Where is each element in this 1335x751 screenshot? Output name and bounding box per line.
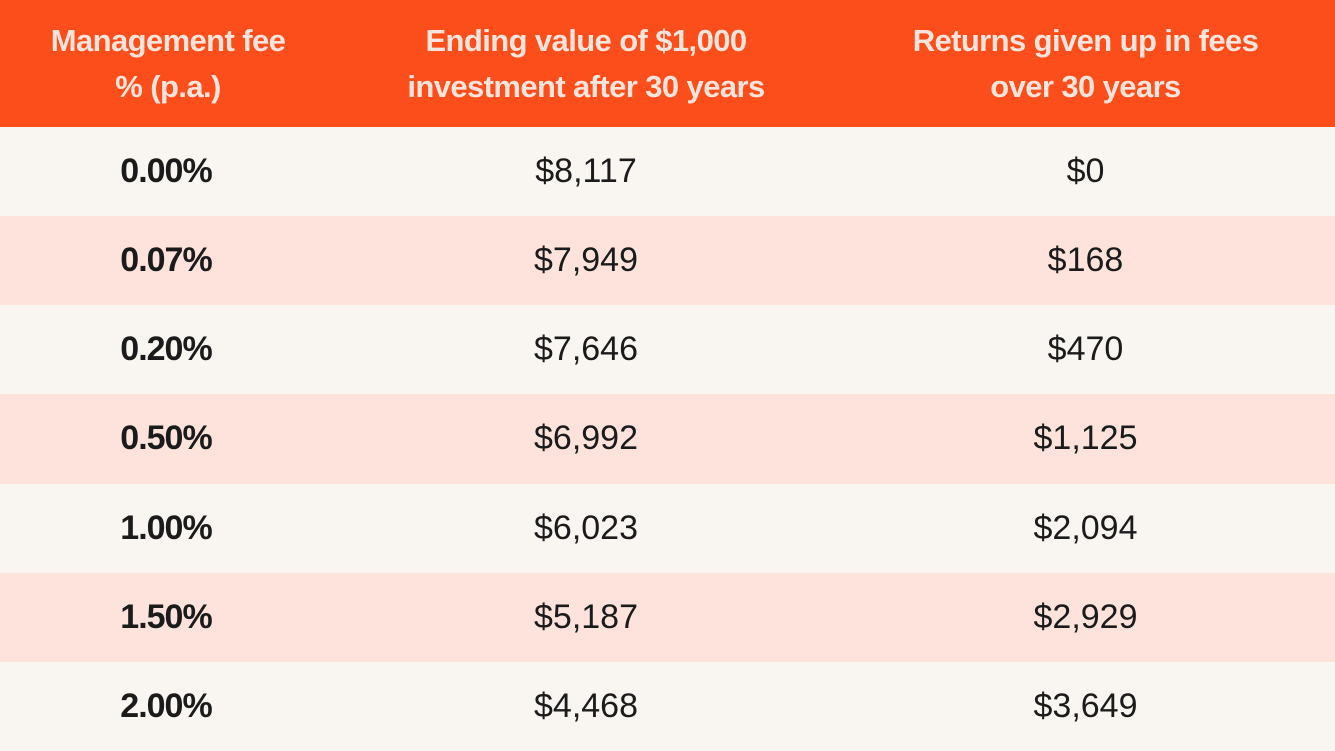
cell-ending-value-value: $7,646 [534,330,638,369]
header-line: over 30 years [990,68,1181,104]
cell-ending-value-value: $5,187 [534,597,638,636]
header-line: Ending value of $1,000 [425,22,747,58]
cell-ending-value-value: $8,117 [535,152,637,191]
cell-returns-given-up-value: $1,125 [1033,419,1138,458]
cell-management-fee-value: 0.00% [120,152,212,191]
cell-returns-given-up: $470 [836,330,1335,369]
table-header: Management fee % (p.a.) Ending value of … [0,0,1335,127]
table-row: 0.07% $7,949 $168 [0,216,1335,306]
cell-returns-given-up-value: $3,649 [1033,686,1138,725]
cell-ending-value-value: $6,023 [534,508,638,547]
header-line: Management fee [50,22,286,58]
table-row: 1.50% $5,187 $2,929 [0,572,1335,662]
cell-returns-given-up-value: $0 [1066,152,1105,191]
cell-ending-value-value: $6,992 [534,419,638,458]
table-row: 2.00% $4,468 $3,649 [0,661,1335,751]
cell-ending-value: $7,949 [336,241,836,280]
cell-management-fee-value: 2.00% [120,686,212,725]
cell-returns-given-up: $2,094 [836,509,1335,548]
header-line: % (p.a.) [115,68,221,104]
cell-returns-given-up-value: $2,929 [1033,597,1138,636]
cell-ending-value: $4,468 [336,687,836,726]
cell-management-fee: 0.50% [0,419,336,458]
cell-management-fee: 0.07% [0,241,336,280]
cell-management-fee: 1.00% [0,509,336,548]
table-row: 1.00% $6,023 $2,094 [0,483,1335,573]
table-body: 0.00% $8,117 $0 0.07% $7,949 $168 0.20% $7,646 $… [0,127,1335,751]
cell-returns-given-up: $3,649 [836,687,1335,726]
cell-management-fee-value: 1.50% [120,597,212,636]
header-cell-management-fee: Management fee % (p.a.) [0,18,336,110]
cell-returns-given-up-value: $470 [1047,330,1124,369]
cell-management-fee-value: 0.20% [120,330,212,369]
cell-returns-given-up-value: $168 [1047,241,1124,280]
cell-management-fee: 1.50% [0,598,336,637]
header-cell-returns-given-up: Returns given up in fees over 30 years [836,18,1335,110]
cell-ending-value: $6,992 [336,419,836,458]
cell-returns-given-up: $2,929 [836,598,1335,637]
header-line: investment after 30 years [407,68,765,104]
cell-ending-value: $8,117 [336,152,836,191]
header-line: Returns given up in fees [912,22,1259,58]
table-row: 0.20% $7,646 $470 [0,305,1335,395]
cell-ending-value-value: $7,949 [534,241,638,280]
cell-ending-value: $6,023 [336,509,836,548]
cell-returns-given-up-value: $2,094 [1033,508,1138,547]
cell-management-fee: 0.20% [0,330,336,369]
cell-ending-value: $5,187 [336,598,836,637]
cell-management-fee: 2.00% [0,687,336,726]
cell-ending-value-value: $4,468 [534,686,638,725]
cell-returns-given-up: $1,125 [836,419,1335,458]
cell-management-fee-value: 1.00% [120,508,212,547]
cell-returns-given-up: $168 [836,241,1335,280]
table-row: 0.50% $6,992 $1,125 [0,394,1335,484]
table-row: 0.00% $8,117 $0 [0,127,1335,217]
header-cell-ending-value: Ending value of $1,000 investment after … [336,18,836,110]
cell-management-fee: 0.00% [0,152,336,191]
cell-management-fee-value: 0.07% [120,241,212,280]
cell-management-fee-value: 0.50% [120,419,212,458]
cell-ending-value: $7,646 [336,330,836,369]
cell-returns-given-up: $0 [836,152,1335,191]
